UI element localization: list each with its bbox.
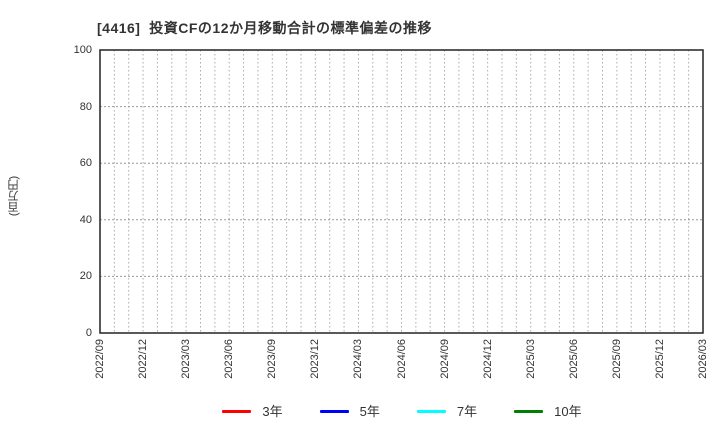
x-tick-label: 2025/03: [524, 339, 537, 379]
plot-border: [99, 49, 704, 334]
legend-line-swatch: [222, 409, 252, 413]
x-tick-label: 2024/03: [352, 339, 365, 379]
legend-label: 3年: [262, 403, 283, 419]
x-tick-label: 2026/03: [697, 339, 709, 379]
x-tick-label: 2024/12: [481, 339, 494, 379]
x-tick-label: 2023/06: [223, 339, 236, 379]
legend-line-swatch: [319, 409, 349, 413]
legend-label: 7年: [456, 403, 478, 419]
x-tick-label: 2023/12: [309, 339, 322, 379]
x-tick-label: 2022/12: [137, 339, 150, 379]
y-tick-label: 100: [73, 44, 92, 56]
legend-label: 10年: [554, 403, 582, 419]
legend-line-swatch: [416, 409, 446, 413]
x-tick-label: 2022/09: [94, 339, 106, 379]
y-tick-label: 40: [79, 213, 92, 226]
legend-item: 10年: [514, 403, 582, 419]
x-tick-label: 2023/03: [180, 339, 193, 379]
x-tick-label: 2024/06: [395, 339, 408, 379]
x-tick-label: 2025/09: [610, 339, 623, 379]
legend-label: 5年: [359, 403, 380, 419]
x-tick-label: 2023/09: [266, 339, 279, 379]
y-tick-label: 60: [79, 157, 92, 170]
x-tick-label: 2025/12: [653, 339, 666, 379]
y-tick-label: 80: [79, 100, 92, 113]
x-tick-label: 2025/06: [567, 339, 580, 379]
legend: 3年 5年 7年 10年: [100, 401, 704, 421]
chart-title: [4416] 投資CFの12か月移動合計の標準偏差の推移: [97, 20, 432, 36]
x-tick-label: 2024/09: [438, 339, 451, 379]
y-tick-label: 0: [85, 327, 92, 339]
legend-item: 7年: [416, 403, 478, 419]
legend-item: 5年: [319, 403, 380, 419]
legend-item: 3年: [222, 403, 283, 419]
legend-line-swatch: [514, 409, 544, 413]
y-tick-label: 20: [79, 270, 92, 283]
